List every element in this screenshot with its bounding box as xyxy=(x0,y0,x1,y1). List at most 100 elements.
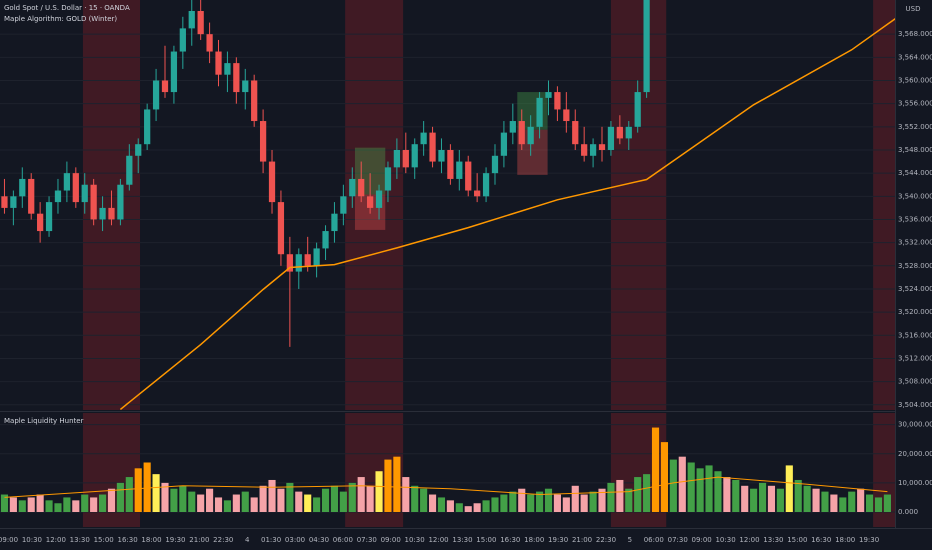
volume-bar xyxy=(161,482,169,512)
chart-title: Gold Spot / U.S. Dollar · 15 · OANDA xyxy=(4,4,130,12)
volume-bar xyxy=(464,506,472,512)
volume-bar xyxy=(883,494,891,512)
volume-bar xyxy=(81,494,89,512)
candle-body xyxy=(117,184,124,220)
candle-body xyxy=(81,184,88,203)
x-tick-label: 09:00 xyxy=(692,536,712,544)
candle-body xyxy=(411,144,418,168)
candle-body xyxy=(144,109,151,145)
candle-body xyxy=(135,144,142,156)
volume-bar xyxy=(830,494,838,512)
price-pane xyxy=(0,0,895,410)
y-tick-label: 3,560.000 xyxy=(898,76,932,84)
y-tick-label: 3,536.000 xyxy=(898,215,932,223)
candle-body xyxy=(563,109,570,122)
volume-pane xyxy=(0,413,895,527)
candle-body xyxy=(616,126,623,139)
x-tick-label: 16:30 xyxy=(118,536,138,544)
volume-bar xyxy=(107,488,116,512)
y-tick-label: 3,516.000 xyxy=(898,331,932,339)
y-tick-label: 3,512.000 xyxy=(898,354,932,362)
candle-body xyxy=(384,167,392,191)
x-tick-label: 04:30 xyxy=(309,536,329,544)
volume-bar xyxy=(125,477,133,512)
candle-body xyxy=(37,213,44,232)
candle-body xyxy=(607,126,615,150)
volume-bar xyxy=(420,488,428,512)
candle-body xyxy=(375,190,383,208)
volume-bar xyxy=(866,494,874,512)
x-tick-label: 22:30 xyxy=(213,536,233,544)
x-tick-label: 21:00 xyxy=(572,536,592,544)
x-tick-label: 16:30 xyxy=(811,536,831,544)
x-tick-label: 12:00 xyxy=(739,536,759,544)
volume-bar xyxy=(116,482,124,512)
candle-body xyxy=(108,207,115,220)
volume-bar xyxy=(758,482,767,512)
volume-bar xyxy=(776,488,784,512)
candle-body xyxy=(215,51,222,75)
x-tick-label: 06:00 xyxy=(333,536,353,544)
candle-body xyxy=(349,178,356,197)
volume-bar xyxy=(188,491,196,512)
x-tick-label: 07:30 xyxy=(668,536,688,544)
volume-bar xyxy=(794,479,802,512)
chart-subtitle: Maple Algorithm: GOLD (Winter) xyxy=(4,15,117,23)
x-tick-label: 09:00 xyxy=(381,536,401,544)
candle-body xyxy=(295,254,302,272)
candle-body xyxy=(545,92,552,98)
candle-body xyxy=(233,63,240,93)
y-tick-label: 20,000.000 xyxy=(898,450,932,458)
candle-body xyxy=(572,121,579,145)
volume-bar xyxy=(544,488,553,512)
volume-bar xyxy=(741,485,749,512)
volume-bar xyxy=(678,456,686,512)
candle-body xyxy=(581,144,588,156)
volume-bar xyxy=(241,491,249,512)
currency-label: USD xyxy=(906,5,921,13)
candle-body xyxy=(429,132,436,162)
volume-bar xyxy=(785,465,793,512)
volume-bar xyxy=(295,491,303,512)
volume-bar xyxy=(411,485,419,512)
candle-body xyxy=(242,80,249,93)
candle-body xyxy=(402,149,409,168)
volume-bar xyxy=(304,494,312,512)
candle-body xyxy=(1,196,8,208)
volume-bar xyxy=(660,442,669,512)
volume-bar xyxy=(402,477,410,512)
candle-body xyxy=(393,149,401,168)
volume-bar xyxy=(527,494,535,512)
candle-body xyxy=(456,161,463,179)
session-shade xyxy=(610,0,667,410)
candle-body xyxy=(152,80,160,110)
volume-bar xyxy=(616,479,624,512)
x-tick-label: 13:30 xyxy=(452,536,472,544)
candle-body xyxy=(313,248,320,266)
volume-bar xyxy=(750,488,758,512)
volume-bar xyxy=(45,500,53,512)
volume-bar xyxy=(134,468,142,512)
volume-bar xyxy=(455,503,463,512)
volume-bar xyxy=(723,477,731,512)
candle-body xyxy=(322,231,329,249)
volume-bar xyxy=(446,500,454,512)
candle-body xyxy=(447,149,454,179)
candle-body xyxy=(491,155,499,174)
volume-bar xyxy=(357,477,365,512)
volume-bar xyxy=(687,462,695,512)
candle-body xyxy=(188,11,195,29)
candle-body xyxy=(358,178,365,197)
volume-bar xyxy=(571,485,579,512)
volume-bar xyxy=(803,485,811,512)
volume-bar xyxy=(625,488,633,512)
volume-bar xyxy=(874,497,883,512)
candle-body xyxy=(179,28,186,52)
y-tick-label: 3,524.000 xyxy=(898,285,932,293)
volume-bar xyxy=(90,497,98,512)
volume-bar xyxy=(98,494,107,512)
volume-bar xyxy=(9,497,17,512)
candle-body xyxy=(224,63,231,75)
y-tick-label: 3,556.000 xyxy=(898,100,932,108)
candle-body xyxy=(634,92,641,127)
